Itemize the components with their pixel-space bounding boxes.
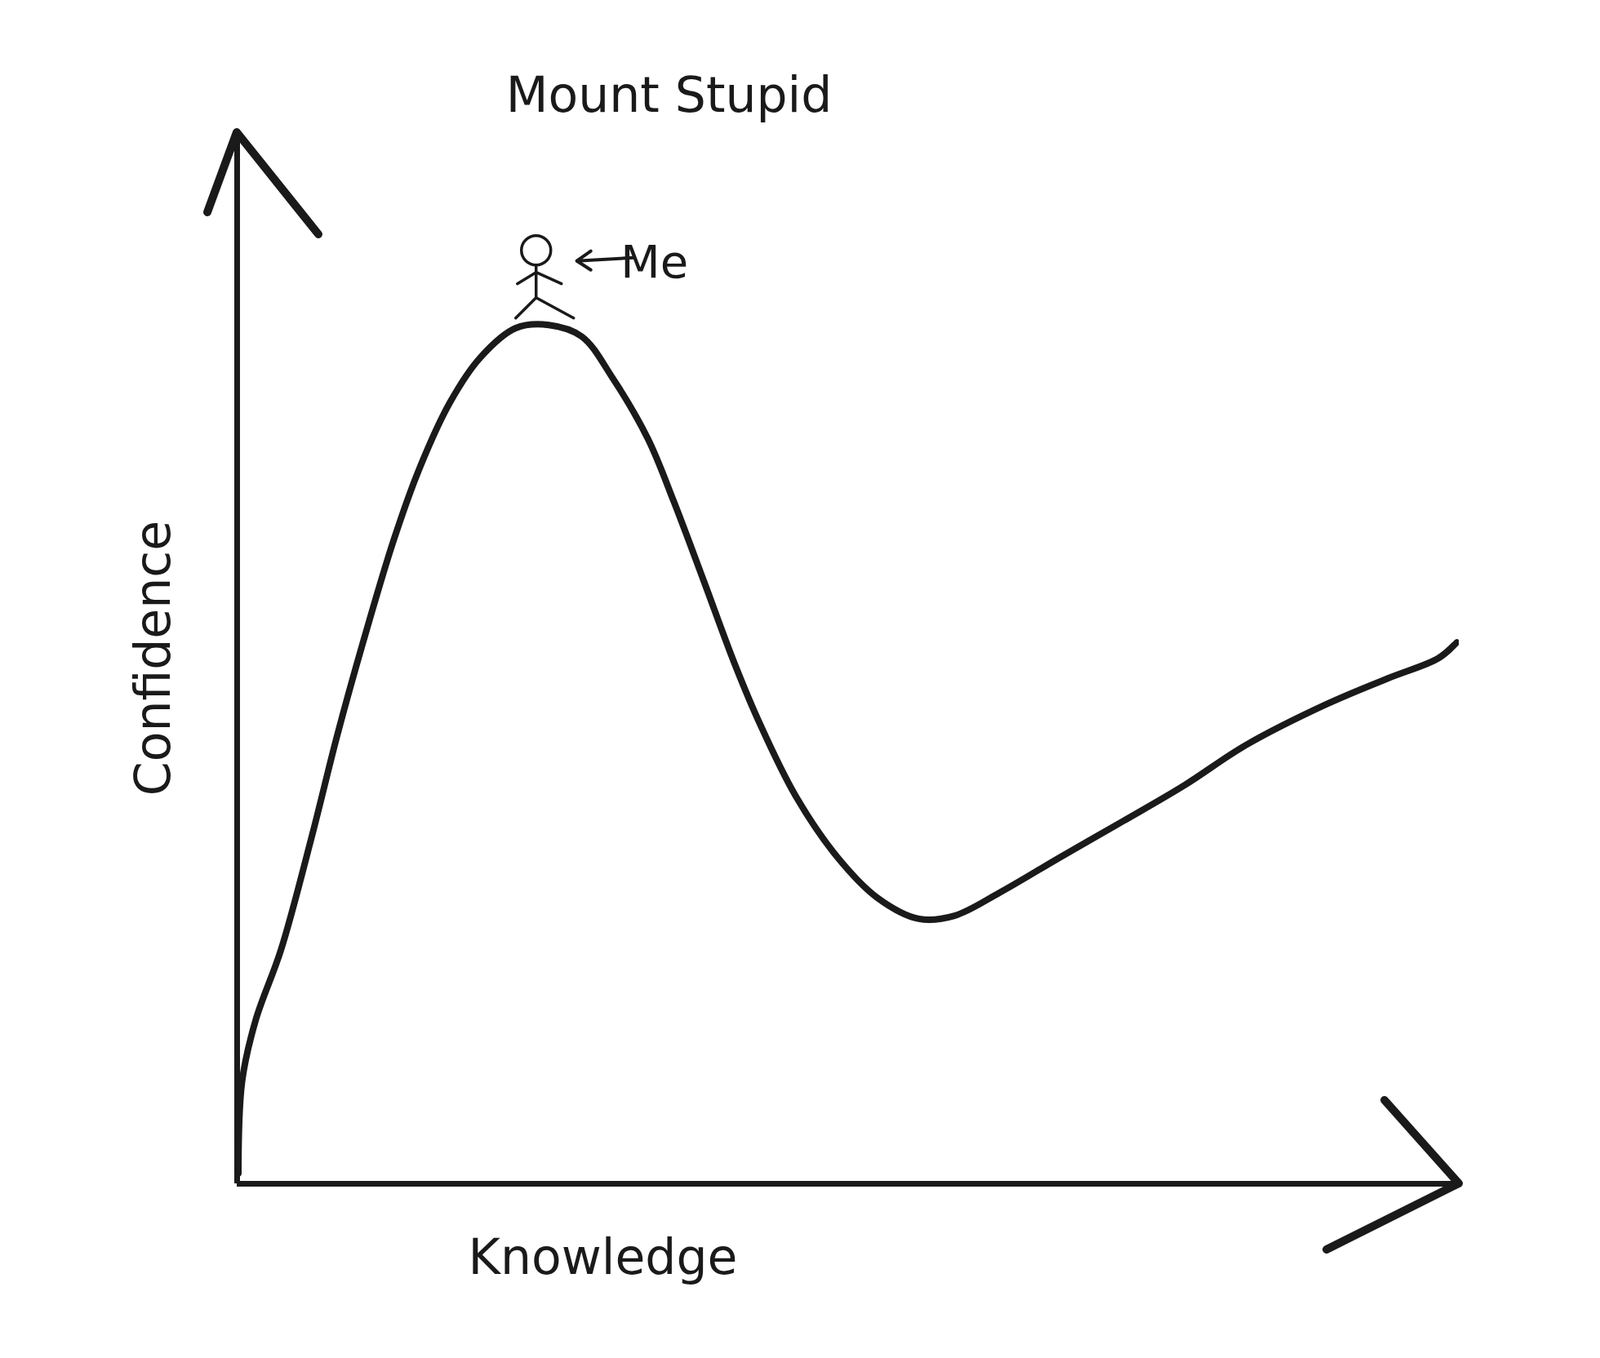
svg-text:Mount Stupid: Mount Stupid	[506, 66, 833, 124]
svg-text:Knowledge: Knowledge	[468, 1228, 738, 1286]
svg-text:Confidence: Confidence	[124, 520, 182, 796]
svg-text:Me: Me	[620, 235, 689, 289]
